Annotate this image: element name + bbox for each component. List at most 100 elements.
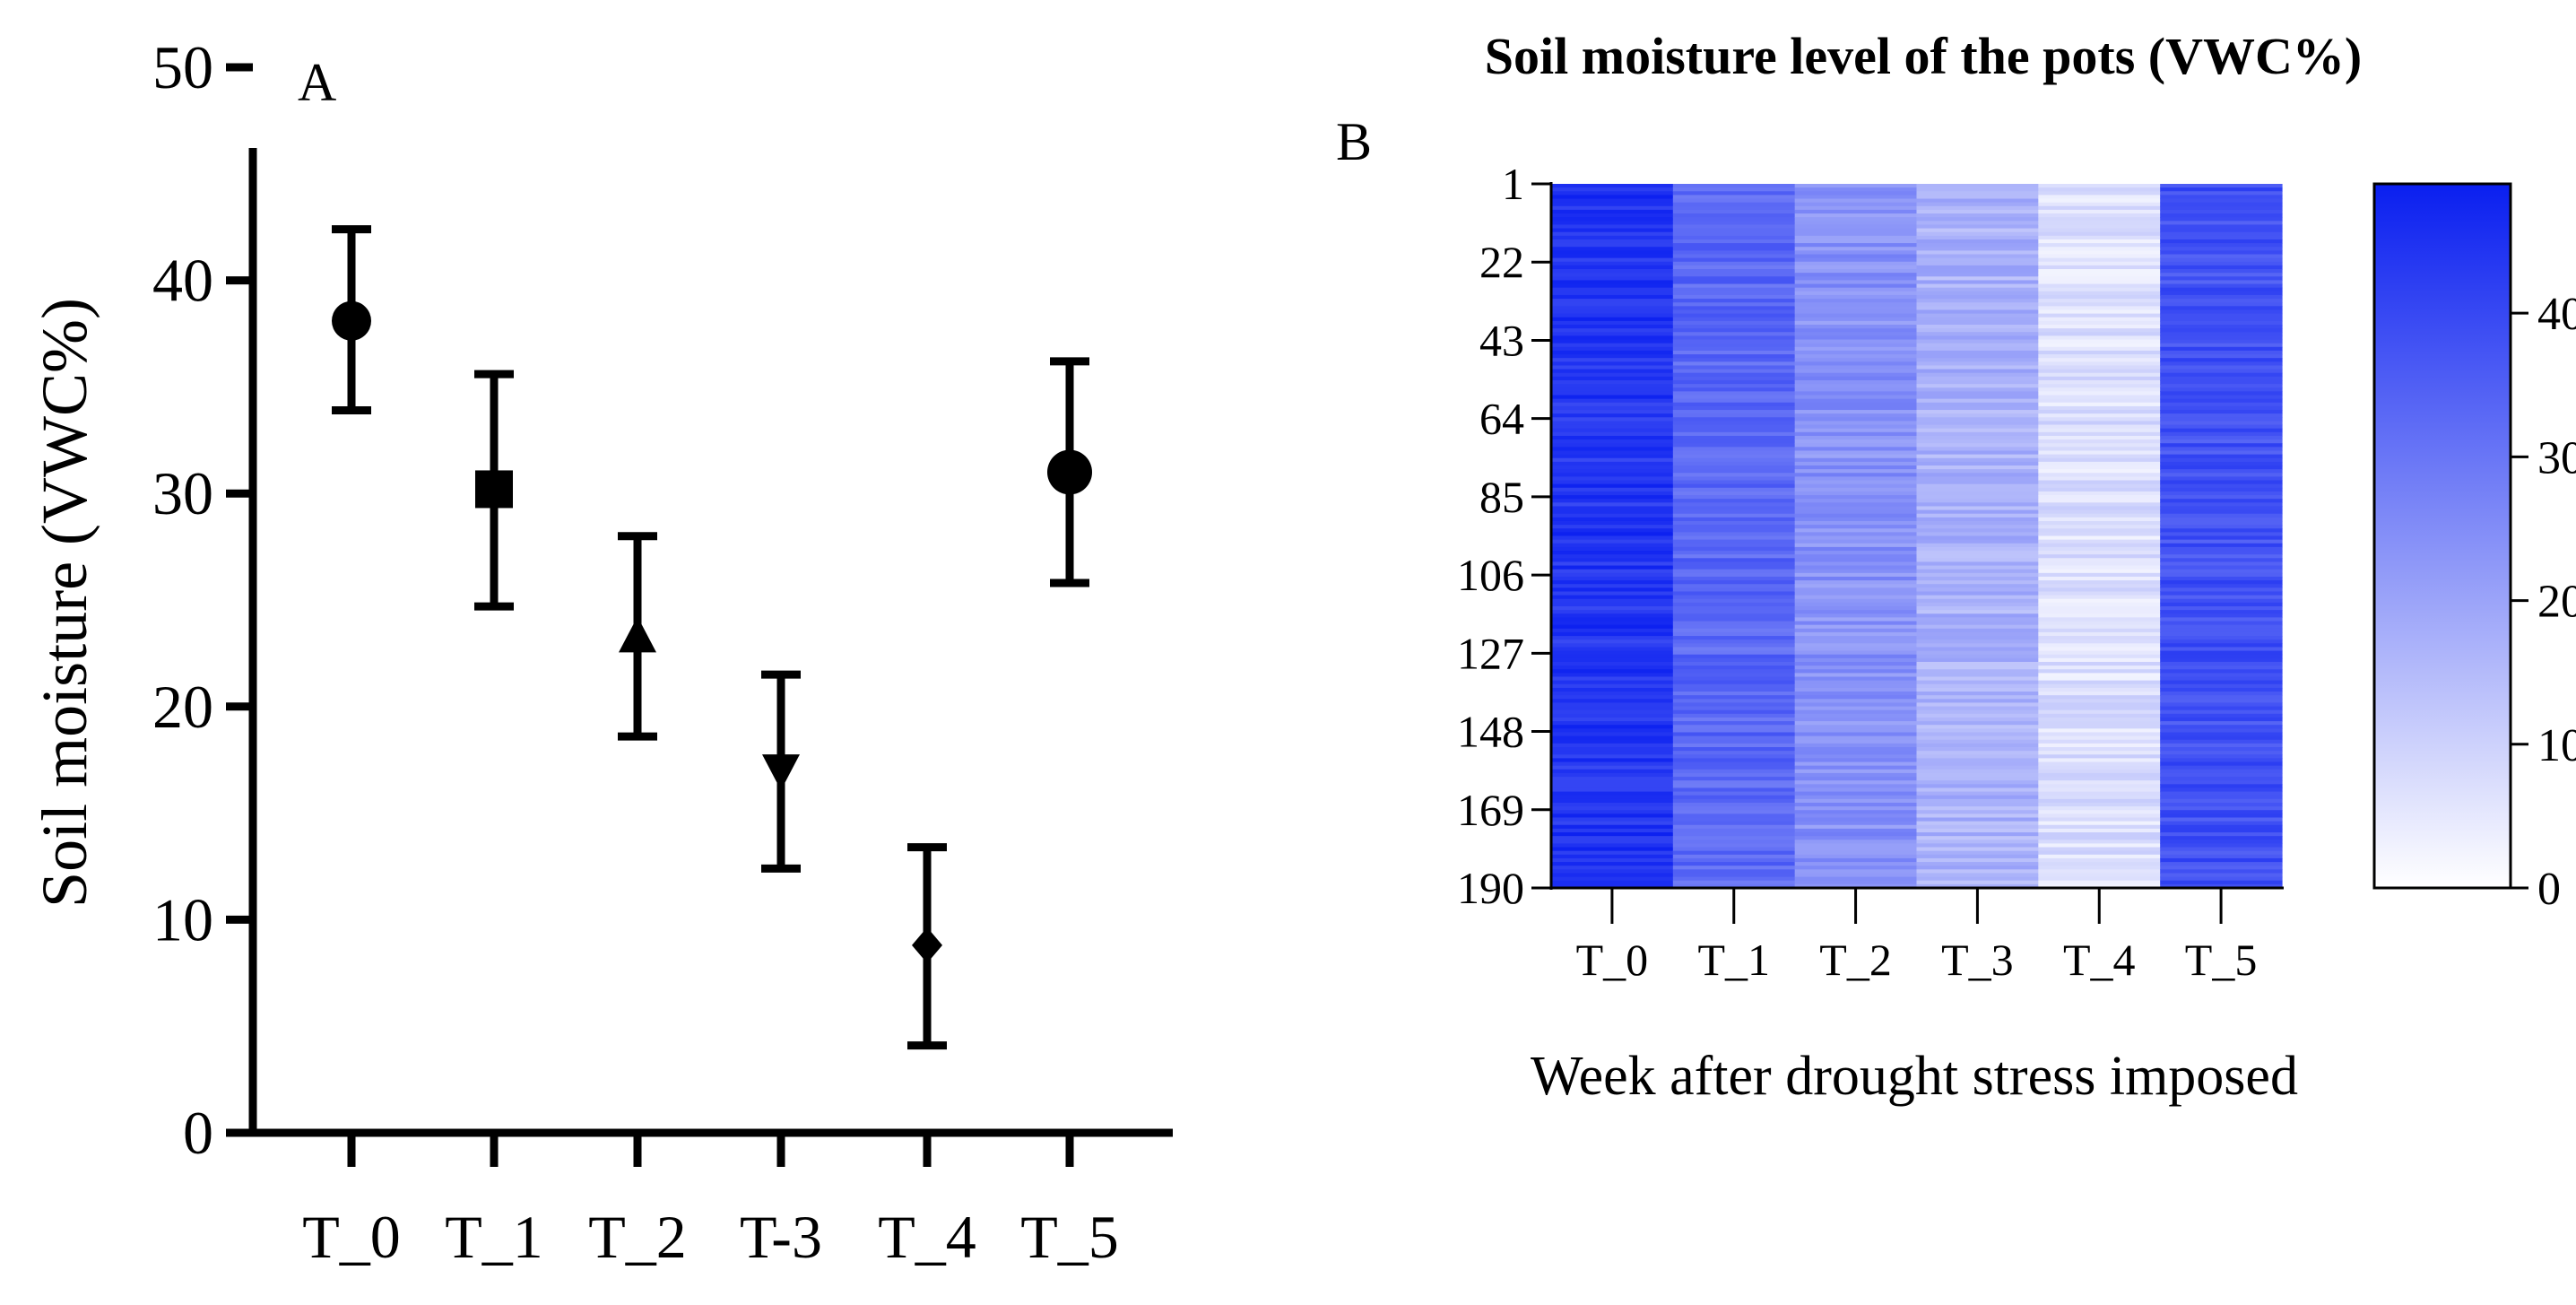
heatmap-cell: [1672, 535, 1796, 541]
heatmap-column: [1551, 184, 1674, 889]
y-tick-label: 10: [152, 885, 213, 953]
heatmap-cell: [1672, 283, 1796, 289]
heatmap-cell: [1672, 483, 1796, 489]
heatmap-cell: [1916, 721, 2039, 726]
colorbar-bar: [2372, 182, 2512, 890]
heatmap-cell: [1672, 798, 1796, 804]
heatmap-cell: [1794, 335, 1918, 341]
heatmap-cell: [1551, 772, 1674, 778]
heatmap-cell: [1794, 435, 1918, 440]
heatmap-cell: [1551, 265, 1674, 270]
heatmap-cell: [1794, 683, 1918, 689]
heatmap-cell: [1794, 328, 1918, 333]
heatmap-cell: [2160, 880, 2283, 885]
heatmap-cell: [1916, 361, 2039, 367]
heatmap-cell: [1551, 777, 1674, 781]
heatmap-cell: [2160, 235, 2283, 240]
heatmap-cell: [1551, 617, 1674, 622]
heatmap-cell: [1794, 428, 1918, 433]
heatmap-cell: [2160, 628, 2283, 633]
heatmap-cell: [1916, 410, 2039, 414]
heatmap-cell: [2160, 806, 2283, 811]
heatmap-cell: [1551, 713, 1674, 718]
heatmap-cell: [1551, 717, 1674, 722]
heatmap-cell: [2038, 802, 2161, 807]
heatmap-cell: [1672, 661, 1796, 666]
heatmap-cell: [1794, 509, 1918, 515]
heatmap-cell: [1672, 528, 1796, 533]
heatmap-cell: [2160, 243, 2283, 248]
heatmap-cell: [2038, 687, 2161, 692]
heatmap-cell: [2038, 676, 2161, 682]
heatmap-cell: [1794, 666, 1918, 670]
heatmap-cell: [2160, 247, 2283, 251]
heatmap-cell: [1672, 235, 1796, 240]
heatmap-cell: [1672, 739, 1796, 744]
heatmap-cell: [1672, 461, 1796, 466]
heatmap-cell: [1916, 387, 2039, 392]
heatmap-cell: [1672, 343, 1796, 348]
heatmap-cell: [2160, 765, 2283, 770]
heatmap-cell: [2160, 787, 2283, 793]
heatmap-cell: [2160, 832, 2283, 837]
heatmap-cell: [2038, 358, 2161, 362]
heatmap-cell: [1794, 695, 1918, 700]
heatmap-cell: [2160, 862, 2283, 866]
heatmap-cell: [2160, 402, 2283, 407]
heatmap-cell: [1794, 598, 1918, 604]
heatmap-cell: [2160, 369, 2283, 374]
y-axis-title: Soil moisture (VWC%): [29, 298, 100, 908]
heatmap-cell: [1672, 732, 1796, 737]
heatmap-cell: [1916, 650, 2039, 656]
heatmap-cell: [1551, 343, 1674, 348]
heatmap-cell: [1672, 402, 1796, 407]
heatmap-cell: [1672, 469, 1796, 474]
heatmap-cell: [1916, 621, 2039, 626]
heatmap-cell: [1672, 824, 1796, 830]
heatmap-cell: [2160, 335, 2283, 341]
heatmap-cell: [1672, 747, 1796, 752]
heatmap-cell: [1794, 735, 1918, 741]
heatmap-cell: [1672, 476, 1796, 482]
heatmap-cell: [2038, 765, 2161, 770]
heatmap-cell: [1794, 780, 1918, 785]
heatmap-cell: [2160, 291, 2283, 296]
heatmap-cell: [1551, 761, 1674, 767]
heatmap-cell: [1794, 883, 1918, 889]
heatmap-cell: [1672, 717, 1796, 722]
heatmap-cell: [1672, 639, 1796, 644]
heatmap-cell: [1916, 683, 2039, 689]
heatmap-cell: [2160, 706, 2283, 711]
heatmap-cell: [2038, 569, 2161, 574]
heatmap-cell: [1551, 735, 1674, 741]
heatmap-cell: [2038, 269, 2161, 274]
heatmap-cell: [2160, 743, 2283, 748]
heatmap-cell: [2038, 643, 2161, 648]
heatmap-cell: [1551, 195, 1674, 200]
heatmap-cell: [1916, 276, 2039, 282]
heatmap-cell: [1794, 191, 1918, 196]
heatmap-cell: [1916, 784, 2039, 789]
data-point-square: [475, 470, 513, 509]
heatmap-cell: [1551, 294, 1674, 300]
heatmap-y-tick-label: 1: [1502, 159, 1524, 209]
heatmap-cell: [2160, 495, 2283, 500]
heatmap-cell: [1916, 257, 2039, 263]
heatmap-cell: [2160, 791, 2283, 796]
heatmap-cell: [1672, 880, 1796, 885]
heatmap-cell: [2160, 299, 2283, 303]
heatmap-cell: [1794, 276, 1918, 282]
heatmap-cell: [1916, 287, 2039, 292]
heatmap-cell: [2038, 428, 2161, 433]
heatmap-cell: [2038, 828, 2161, 833]
heatmap-cell: [1794, 539, 1918, 544]
heatmap-cell: [2038, 228, 2161, 233]
heatmap-cell: [2038, 361, 2161, 367]
heatmap-cell: [2038, 654, 2161, 659]
heatmap-cell: [2038, 702, 2161, 708]
heatmap-cell: [1794, 857, 1918, 863]
heatmap-cell: [2038, 391, 2161, 396]
heatmap-cell: [1672, 702, 1796, 708]
heatmap-cell: [1794, 495, 1918, 500]
heatmap-cell: [1916, 610, 2039, 614]
